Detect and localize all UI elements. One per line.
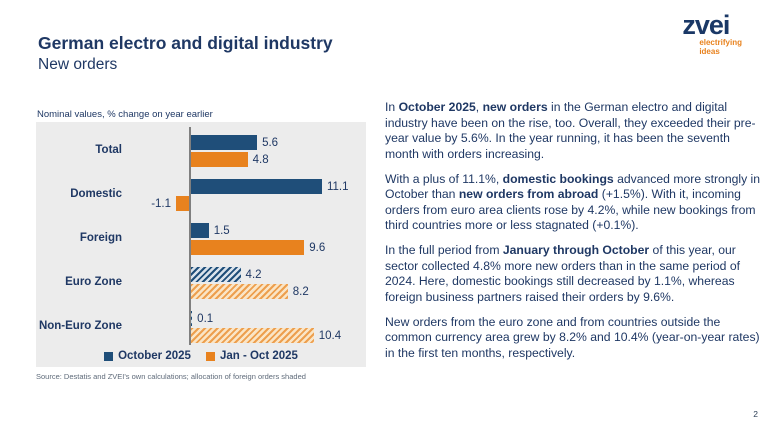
bar-jan-oct-foreign: [191, 240, 305, 255]
paragraph: New orders from the euro zone and from c…: [385, 314, 760, 360]
zvei-logo-tagline: electrifying ideas: [699, 38, 742, 56]
chart-source: Source: Destatis and ZVEI's own calculat…: [36, 372, 306, 381]
value-label-jan-oct-domestic: -1.1: [151, 198, 172, 210]
chart-note: Nominal values, % change on year earlier: [37, 109, 213, 120]
category-label-domestic: Domestic: [70, 188, 122, 200]
bar-oct-non-euro-zone: [191, 311, 193, 326]
zvei-logo: zvei electrifying ideas: [682, 10, 742, 57]
value-label-jan-oct-non-euro-zone: 10.4: [318, 330, 342, 342]
page-subtitle: New orders: [38, 56, 118, 73]
bar-jan-oct-euro-zone: [191, 284, 288, 299]
bar-chart: Total 5.6 4.8 Domestic 11.1 -1.1 Foreign 1.5 9.6…: [36, 122, 366, 367]
category-label-foreign: Foreign: [79, 232, 122, 244]
legend-item-october-2025: October 2025: [104, 350, 191, 362]
legend-label: Jan - Oct 2025: [219, 350, 298, 362]
bar-oct-domestic: [191, 179, 322, 194]
paragraph: In October 2025, new orders in the Germa…: [385, 100, 756, 161]
category-label-euro-zone: Euro Zone: [65, 276, 122, 288]
paragraph: In the full period from January through …: [385, 243, 740, 304]
zvei-logo-tagline-line2: ideas: [699, 47, 720, 56]
value-label-oct-total: 5.6: [262, 137, 279, 149]
value-label-jan-oct-foreign: 9.6: [309, 242, 326, 254]
zvei-logo-wordmark: zvei: [682, 10, 730, 40]
value-label-jan-oct-total: 4.8: [252, 154, 269, 166]
value-label-oct-non-euro-zone: 0.1: [197, 313, 214, 325]
legend-label: October 2025: [118, 350, 191, 362]
bar-jan-oct-total: [191, 152, 248, 167]
chart-axis-line: [189, 127, 191, 345]
bar-oct-foreign: [191, 223, 209, 238]
commentary-text: In October 2025, new orders in the Germa…: [385, 100, 764, 371]
legend-swatch-icon: [104, 351, 114, 361]
value-label-oct-foreign: 1.5: [213, 225, 230, 237]
category-label-total: Total: [95, 144, 122, 156]
value-label-oct-euro-zone: 4.2: [245, 269, 262, 281]
paragraph: With a plus of 11.1%, domestic bookings …: [385, 171, 761, 233]
bar-oct-total: [191, 135, 258, 150]
bar-jan-oct-non-euro-zone: [191, 328, 314, 343]
zvei-logo-tagline-line1: electrifying: [699, 38, 742, 47]
category-label-non-euro-zone: Non-Euro Zone: [38, 320, 122, 332]
page-title: German electro and digital industry: [38, 33, 333, 53]
value-label-jan-oct-euro-zone: 8.2: [292, 286, 309, 298]
chart-legend: October 2025 Jan - Oct 2025: [36, 350, 366, 362]
page-number: 2: [753, 409, 758, 419]
legend-swatch-icon: [205, 351, 215, 361]
title-block: German electro and digital industry New …: [38, 33, 333, 75]
value-label-oct-domestic: 11.1: [326, 181, 349, 193]
bar-oct-euro-zone: [191, 267, 241, 282]
bar-jan-oct-domestic: [176, 196, 189, 211]
legend-item-jan-oct-2025: Jan - Oct 2025: [205, 350, 298, 362]
